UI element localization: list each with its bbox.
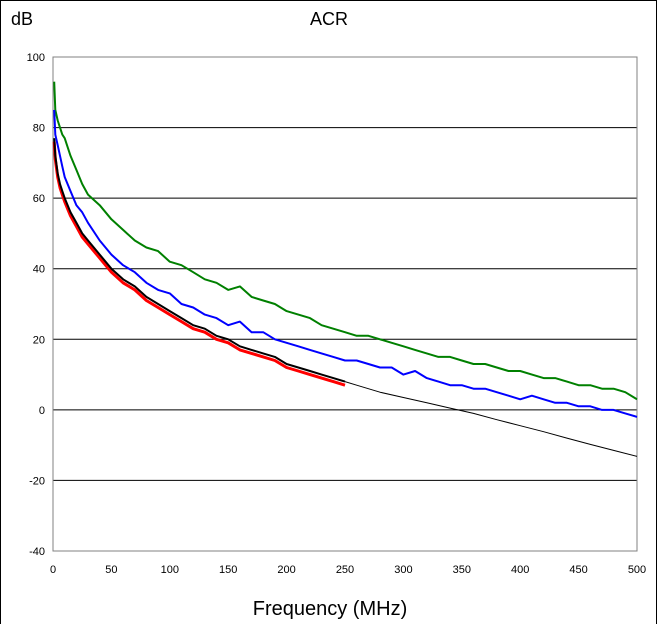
y-tick-label-7: 100 bbox=[27, 52, 45, 64]
y-tick-label-6: 80 bbox=[33, 123, 45, 135]
x-axis-label: Frequency (MHz) bbox=[253, 598, 407, 620]
x-tick-label-1: 50 bbox=[105, 564, 117, 576]
x-tick-label-6: 300 bbox=[394, 564, 412, 576]
tick-labels: -40 -20 0 20 40 60 80 100 0 50 100 150 200 250 300 350 4… bbox=[27, 52, 647, 576]
x-tick-label-10: 500 bbox=[628, 564, 646, 576]
chart-title: ACR bbox=[310, 9, 348, 29]
x-tick-label-7: 350 bbox=[453, 564, 471, 576]
x-tick-label-0: 0 bbox=[50, 564, 56, 576]
series-line-4 bbox=[344, 381, 638, 457]
y-axis-label: dB bbox=[11, 9, 33, 29]
series-line-1 bbox=[53, 109, 638, 418]
x-tick-label-5: 250 bbox=[336, 564, 354, 576]
series-line-3 bbox=[53, 138, 346, 383]
plot-area bbox=[52, 56, 638, 552]
y-tick-label-2: 0 bbox=[39, 405, 45, 417]
x-tick-label-9: 450 bbox=[569, 564, 587, 576]
y-tick-label-5: 60 bbox=[33, 193, 45, 205]
y-tick-label-4: 40 bbox=[33, 264, 45, 276]
x-tick-label-2: 100 bbox=[161, 564, 179, 576]
y-tick-label-3: 20 bbox=[33, 334, 45, 346]
x-tick-label-8: 400 bbox=[511, 564, 529, 576]
x-tick-label-4: 200 bbox=[277, 564, 295, 576]
y-tick-label-1: -20 bbox=[29, 475, 45, 487]
series-line-2 bbox=[52, 141, 346, 387]
y-tick-label-0: -40 bbox=[29, 546, 45, 558]
gridlines bbox=[53, 127, 637, 481]
x-tick-label-3: 150 bbox=[219, 564, 237, 576]
series-layer bbox=[52, 81, 638, 457]
series-line-0 bbox=[53, 81, 638, 401]
